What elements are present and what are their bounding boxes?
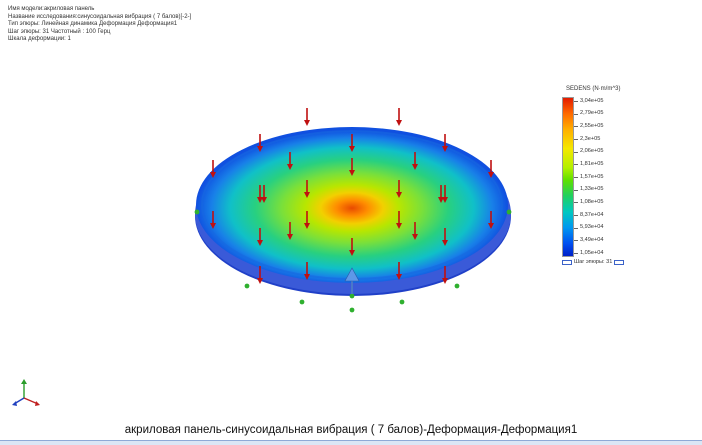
- fixture-icon: [299, 299, 305, 305]
- legend-tick-mark: [574, 215, 578, 216]
- legend-tick-mark: [574, 101, 578, 102]
- load-arrow-icon: [438, 185, 444, 203]
- load-arrow-icon: [412, 222, 418, 240]
- load-arrow-icon: [304, 180, 310, 198]
- load-arrow-icon: [257, 228, 263, 246]
- bottom-bar: [0, 440, 702, 445]
- load-arrow-icon: [396, 211, 402, 229]
- load-arrow-icon: [210, 211, 216, 229]
- fixture-icon: [194, 209, 200, 215]
- load-arrow-icon: [349, 238, 355, 256]
- legend-tick-label: 2,79e+05: [580, 110, 604, 117]
- legend-tick-label: 3,04e+05: [580, 97, 604, 104]
- fixture-icon: [399, 299, 405, 305]
- legend-tick-mark: [574, 227, 578, 229]
- legend-tick-label: 3,49e+04: [580, 236, 604, 243]
- legend-tick-label: 1,81e+05: [580, 160, 604, 167]
- legend-tick-mark: [574, 164, 578, 166]
- load-arrow-icon: [257, 134, 263, 152]
- plot-type: Тип эпюры: Линейная динамика Деформация …: [8, 21, 178, 28]
- coordinate-triad-icon[interactable]: [10, 376, 44, 408]
- legend-tick-label: 1,57e+05: [580, 173, 604, 180]
- load-arrow-icon: [257, 185, 263, 203]
- legend-options-icon[interactable]: [614, 259, 625, 265]
- legend-tick-mark: [574, 189, 578, 191]
- load-arrow-icon: [349, 134, 355, 152]
- plot-step: Шаг эпюры: 31 Частотный : 100 Герц: [8, 28, 111, 35]
- fixture-icon: [454, 283, 460, 289]
- cone-icon: [344, 267, 360, 294]
- load-arrow-icon: [287, 152, 293, 170]
- load-arrow-icon: [304, 211, 310, 229]
- load-arrow-icon: [304, 108, 310, 126]
- legend-step: Шаг эпюры: 31: [574, 259, 613, 265]
- legend-tick-mark: [574, 202, 578, 204]
- load-arrow-icon: [304, 262, 310, 280]
- legend-tick-label: 2,3e+05: [580, 135, 601, 142]
- legend-tick-label: 2,06e+05: [580, 148, 604, 155]
- legend-tick-mark: [574, 240, 578, 242]
- fixtures: [194, 209, 512, 313]
- load-arrow-icon: [442, 134, 448, 152]
- load-arrow-icon: [396, 180, 402, 198]
- legend-footer: Шаг эпюры: 31: [562, 259, 625, 265]
- load-arrow-icon: [488, 211, 494, 229]
- study-name: Название исследования:синусоидальная виб…: [8, 13, 192, 20]
- legend-tick-label: 2,55e+05: [580, 122, 604, 129]
- load-arrows: [210, 108, 494, 284]
- load-arrow-icon: [349, 158, 355, 176]
- load-arrow-icon: [210, 160, 216, 178]
- load-arrow-icon: [396, 108, 402, 126]
- legend-tick-mark: [574, 253, 578, 254]
- legend-tick-label: 8,37e+04: [580, 211, 604, 218]
- fixture-icon: [349, 307, 355, 313]
- legend-tick-label: 1,33e+05: [580, 186, 604, 193]
- load-arrow-icon: [287, 222, 293, 240]
- legend-colorbar[interactable]: [562, 97, 574, 257]
- legend-tick-label: 1,05e+04: [580, 249, 604, 256]
- legend-tick-mark: [574, 151, 578, 153]
- study-info: Имя модели:акриловая панель Название исс…: [8, 6, 191, 44]
- model-name: Имя модели:акриловая панель: [8, 6, 95, 12]
- legend-tick-label: 1,08e+05: [580, 198, 604, 205]
- legend-tick-mark: [574, 139, 578, 140]
- legend-toggle-icon[interactable]: [562, 259, 572, 265]
- legend-tick-mark: [574, 113, 578, 115]
- load-arrow-icon: [261, 185, 267, 203]
- legend-title: SEDENS (N·m/m^3): [566, 86, 621, 92]
- panel-top-surface: [196, 127, 508, 283]
- load-arrow-icon: [488, 160, 494, 178]
- load-arrow-icon: [257, 266, 263, 284]
- plot-caption: акриловая панель-синусоидальная вибрация…: [124, 424, 578, 436]
- load-arrow-icon: [442, 228, 448, 246]
- deformation-scale: Шкала деформации: 1: [8, 36, 71, 43]
- legend-tick-mark: [574, 177, 578, 178]
- load-arrow-icon: [396, 262, 402, 280]
- legend-tick-label: 5,93e+04: [580, 224, 604, 231]
- load-arrow-icon: [412, 152, 418, 170]
- fixture-icon: [349, 293, 355, 299]
- load-arrow-icon: [442, 266, 448, 284]
- legend-tick-mark: [574, 126, 578, 128]
- fixture-icon: [244, 283, 250, 289]
- load-arrow-icon: [442, 185, 448, 203]
- fixture-icon: [506, 209, 512, 215]
